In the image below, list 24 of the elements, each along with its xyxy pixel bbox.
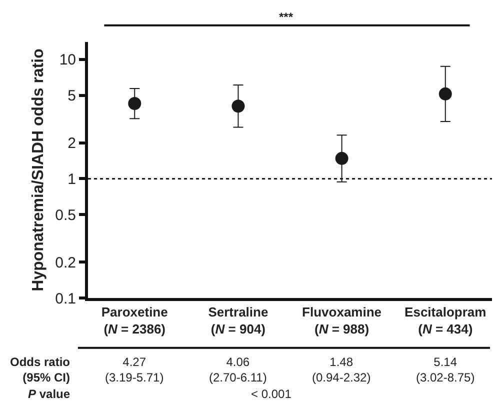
y-tick-label: 5 bbox=[68, 88, 76, 105]
point bbox=[232, 100, 245, 113]
data-label: 4.27 (3.19-5.71) bbox=[105, 355, 164, 385]
point bbox=[128, 97, 142, 110]
y-tick-label: 2 bbox=[68, 135, 76, 152]
x-tick-label: Paroxetine (N = 2386) bbox=[101, 304, 168, 336]
text: *** bbox=[279, 10, 294, 24]
y-tick-label: 10 bbox=[59, 52, 76, 69]
x-tick-label: Escitalopram (N = 434) bbox=[404, 304, 486, 336]
point bbox=[335, 152, 348, 165]
data-label: 5.14 (3.02-8.75) bbox=[416, 355, 475, 385]
text: < 0.001 bbox=[251, 387, 292, 401]
y-tick-label: 0.2 bbox=[55, 254, 76, 272]
x-tick-label: Fluvoxamine (N = 988) bbox=[302, 304, 382, 336]
x-tick-label: Sertraline (N = 904) bbox=[208, 304, 268, 336]
y-tick-label: 1 bbox=[68, 170, 76, 188]
text: Odds ratio (95% CI) bbox=[10, 355, 70, 385]
point bbox=[438, 87, 452, 100]
data-label: 4.06 (2.70-6.11) bbox=[209, 355, 267, 385]
text: P value bbox=[28, 387, 70, 401]
y-tick-label: 0.1 bbox=[55, 290, 76, 308]
y-axis-title: Hyponatremia/SIADH odds ratio bbox=[30, 48, 48, 292]
data-label: 1.48 (0.94-2.32) bbox=[312, 355, 371, 385]
y-tick-label: 0.5 bbox=[55, 206, 76, 224]
